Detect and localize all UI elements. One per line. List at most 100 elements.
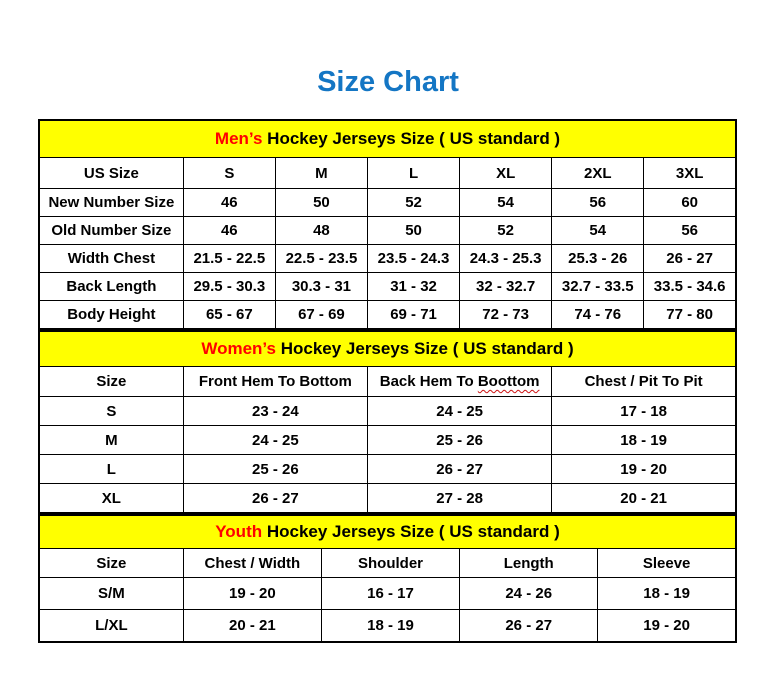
mens-size-value-cell: 69 - 71	[366, 300, 461, 330]
mens-table-row: Old Number Size 46 48 50 52 54 56	[38, 216, 737, 245]
womens-column-header-row: Size Front Hem To Bottom Back Hem To Boott…	[38, 366, 737, 397]
womens-size-value-cell: 18 - 19	[551, 425, 737, 455]
mens-caption-text: Hockey Jerseys Size ( US standard )	[262, 129, 561, 148]
womens-size-value-cell: 24 - 25	[182, 425, 369, 455]
youth-column-header-row: Size Chest / Width Shoulder Length Sleeve	[38, 548, 737, 578]
mens-size-value-cell: 22.5 - 23.5	[274, 244, 368, 273]
youth-size-value-cell: 19 - 20	[182, 577, 322, 610]
youth-row-label: L/XL	[38, 609, 184, 643]
womens-size-value-cell: 26 - 27	[366, 454, 553, 484]
mens-size-value-cell: 67 - 69	[274, 300, 368, 330]
mens-column-header: 3XL	[643, 157, 737, 189]
womens-column-header: Front Hem To Bottom	[182, 366, 369, 397]
youth-size-value-cell: 16 - 17	[320, 577, 461, 610]
mens-size-value-cell: 21.5 - 22.5	[182, 244, 276, 273]
mens-table-row: Body Height 65 - 67 67 - 69 69 - 71 72 - 73 7…	[38, 300, 737, 330]
youth-caption-text: Hockey Jerseys Size ( US standard )	[262, 522, 560, 541]
mens-size-value-cell: 50	[366, 216, 461, 245]
womens-row-label: L	[38, 454, 184, 484]
womens-table-row: L 25 - 26 26 - 27 19 - 20	[38, 454, 737, 484]
mens-column-header: US Size	[38, 157, 184, 189]
youth-column-header: Size	[38, 548, 184, 578]
youth-size-value-cell: 19 - 20	[597, 609, 737, 643]
mens-column-header: S	[182, 157, 276, 189]
youth-section-header-row: Youth Hockey Jerseys Size ( US standard …	[38, 514, 737, 549]
mens-size-value-cell: 24.3 - 25.3	[459, 244, 553, 273]
womens-section-caption: Women’s Hockey Jerseys Size ( US standar…	[38, 330, 737, 367]
womens-row-label: S	[38, 396, 184, 426]
womens-column-header: Back Hem To Boottom	[366, 366, 553, 397]
womens-size-value-cell: 25 - 26	[182, 454, 369, 484]
page-title: Size Chart	[317, 66, 459, 98]
youth-size-value-cell: 18 - 19	[320, 609, 461, 643]
mens-size-value-cell: 46	[182, 188, 276, 217]
mens-size-value-cell: 31 - 32	[366, 272, 461, 301]
womens-row-label: XL	[38, 483, 184, 514]
mens-row-label: New Number Size	[38, 188, 184, 217]
mens-column-header-row: US Size S M L XL 2XL 3XL	[38, 157, 737, 189]
mens-size-value-cell: 50	[274, 188, 368, 217]
youth-row-label: S/M	[38, 577, 184, 610]
mens-size-value-cell: 23.5 - 24.3	[366, 244, 461, 273]
womens-size-value-cell: 26 - 27	[182, 483, 369, 514]
mens-size-value-cell: 48	[274, 216, 368, 245]
mens-size-value-cell: 29.5 - 30.3	[182, 272, 276, 301]
womens-caption-accent: Women’s	[201, 339, 276, 358]
mens-size-value-cell: 77 - 80	[643, 300, 737, 330]
womens-table-row: XL 26 - 27 27 - 28 20 - 21	[38, 483, 737, 514]
youth-table-row: S/M 19 - 20 16 - 17 24 - 26 18 - 19	[38, 577, 737, 610]
mens-size-value-cell: 56	[643, 216, 737, 245]
mens-size-value-cell: 52	[459, 216, 553, 245]
womens-row-label: M	[38, 425, 184, 455]
size-tables-container: Men’s Hockey Jerseys Size ( US standard …	[38, 119, 737, 643]
mens-size-value-cell: 65 - 67	[182, 300, 276, 330]
mens-table-row: New Number Size 46 50 52 54 56 60	[38, 188, 737, 217]
misspelled-word: Boottom	[477, 373, 540, 390]
mens-size-value-cell: 74 - 76	[551, 300, 645, 330]
womens-table-row: S 23 - 24 24 - 25 17 - 18	[38, 396, 737, 426]
mens-size-table: Men’s Hockey Jerseys Size ( US standard …	[38, 119, 737, 330]
mens-section-caption: Men’s Hockey Jerseys Size ( US standard …	[38, 119, 737, 158]
mens-row-label: Width Chest	[38, 244, 184, 273]
womens-size-value-cell: 24 - 25	[366, 396, 553, 426]
youth-size-value-cell: 18 - 19	[597, 577, 737, 610]
womens-size-value-cell: 23 - 24	[182, 396, 369, 426]
mens-column-header: 2XL	[551, 157, 645, 189]
womens-section-header-row: Women’s Hockey Jerseys Size ( US standar…	[38, 330, 737, 367]
mens-size-value-cell: 54	[551, 216, 645, 245]
womens-size-value-cell: 20 - 21	[551, 483, 737, 514]
mens-column-header: M	[274, 157, 368, 189]
youth-caption-accent: Youth	[215, 522, 263, 541]
mens-size-value-cell: 60	[643, 188, 737, 217]
youth-column-header: Length	[459, 548, 599, 578]
mens-size-value-cell: 32 - 32.7	[459, 272, 553, 301]
mens-size-value-cell: 32.7 - 33.5	[551, 272, 645, 301]
mens-row-label: Back Length	[38, 272, 184, 301]
youth-size-table: Youth Hockey Jerseys Size ( US standard …	[38, 514, 737, 643]
youth-size-value-cell: 26 - 27	[459, 609, 599, 643]
mens-size-value-cell: 30.3 - 31	[274, 272, 368, 301]
mens-section-header-row: Men’s Hockey Jerseys Size ( US standard …	[38, 119, 737, 158]
mens-caption-accent: Men’s	[214, 129, 263, 148]
mens-size-value-cell: 33.5 - 34.6	[643, 272, 737, 301]
womens-size-value-cell: 17 - 18	[551, 396, 737, 426]
youth-column-header: Chest / Width	[182, 548, 322, 578]
column-header-text: Back Hem To	[379, 373, 478, 390]
youth-column-header: Sleeve	[597, 548, 737, 578]
womens-size-value-cell: 19 - 20	[551, 454, 737, 484]
womens-size-value-cell: 25 - 26	[366, 425, 553, 455]
mens-table-row: Back Length 29.5 - 30.3 30.3 - 31 31 - 32 32…	[38, 272, 737, 301]
mens-size-value-cell: 72 - 73	[459, 300, 553, 330]
mens-size-value-cell: 25.3 - 26	[551, 244, 645, 273]
youth-section-caption: Youth Hockey Jerseys Size ( US standard …	[38, 514, 737, 549]
mens-row-label: Old Number Size	[38, 216, 184, 245]
mens-column-header: L	[366, 157, 461, 189]
mens-size-value-cell: 56	[551, 188, 645, 217]
womens-column-header: Size	[38, 366, 184, 397]
mens-size-value-cell: 54	[459, 188, 553, 217]
womens-size-table: Women’s Hockey Jerseys Size ( US standar…	[38, 330, 737, 514]
womens-size-value-cell: 27 - 28	[366, 483, 553, 514]
youth-size-value-cell: 20 - 21	[182, 609, 322, 643]
womens-caption-text: Hockey Jerseys Size ( US standard )	[275, 339, 574, 358]
